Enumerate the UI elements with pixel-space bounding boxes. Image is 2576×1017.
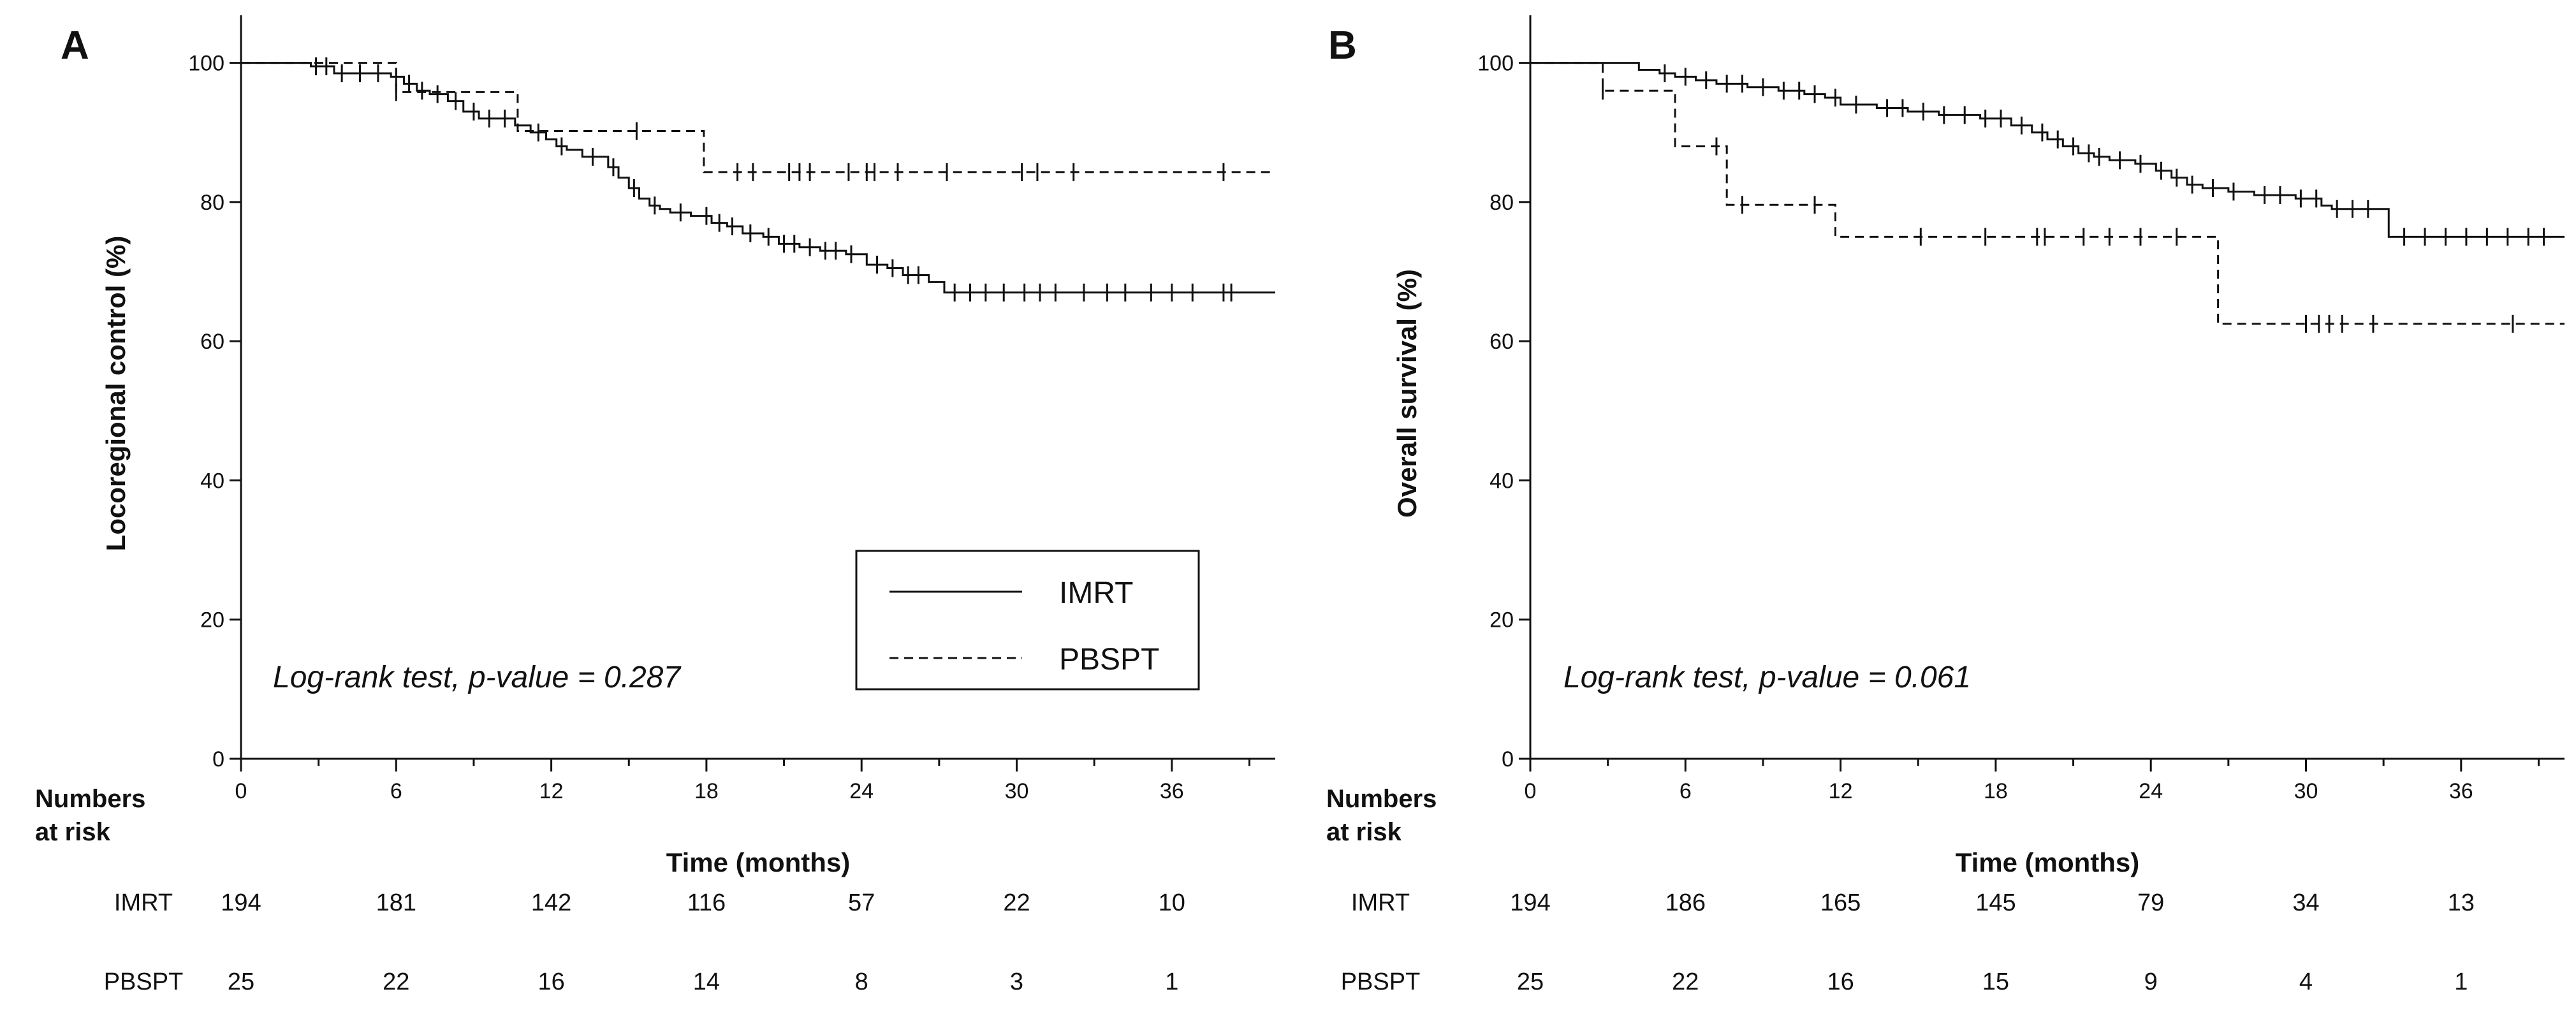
risk-value: 9 <box>2144 969 2158 995</box>
panel-label: A <box>61 24 89 68</box>
legend-label-pbspt: PBSPT <box>1059 643 1159 677</box>
risk-value: 16 <box>1827 969 1854 995</box>
risk-value: 1 <box>1165 969 1178 995</box>
y-axis-title: Overall survival (%) <box>1392 269 1422 518</box>
x-axis-title: Time (months) <box>1956 847 2140 877</box>
risk-value: 22 <box>1003 889 1030 916</box>
risk-row-label: PBSPT <box>104 969 184 995</box>
risk-row-label: IMRT <box>114 889 173 916</box>
y-axis-title: Locoregional control (%) <box>101 236 131 552</box>
y-tick-label: 40 <box>1489 469 1514 493</box>
risk-value: 34 <box>2292 889 2319 916</box>
y-tick-label: 60 <box>1489 330 1514 354</box>
risk-value: 3 <box>1010 969 1023 995</box>
y-tick-label: 0 <box>1502 747 1514 772</box>
km-curve-pbspt <box>241 62 1275 173</box>
y-tick-label: 80 <box>200 191 224 215</box>
risk-row-label: IMRT <box>1351 889 1410 916</box>
panel-label: B <box>1328 24 1357 68</box>
y-tick-label: 100 <box>1477 52 1514 76</box>
risk-value: 57 <box>848 889 875 916</box>
risk-value: 194 <box>221 889 261 916</box>
risk-value: 142 <box>531 889 571 916</box>
x-axis-title: Time (months) <box>666 847 851 877</box>
x-tick-label: 12 <box>539 779 564 803</box>
x-tick-label: 36 <box>1160 779 1184 803</box>
risk-value: 4 <box>2299 969 2313 995</box>
km-curve-imrt <box>1530 62 2565 238</box>
risk-row-label: PBSPT <box>1341 969 1421 995</box>
y-tick-label: 100 <box>188 52 224 76</box>
risk-value: 15 <box>1982 969 2009 995</box>
log-rank-annotation: Log-rank test, p-value = 0.287 <box>273 661 682 694</box>
log-rank-annotation: Log-rank test, p-value = 0.061 <box>1563 661 1971 694</box>
y-tick-label: 60 <box>200 330 224 354</box>
risk-value: 116 <box>687 889 726 916</box>
y-tick-label: 80 <box>1489 191 1514 215</box>
risk-value: 22 <box>1672 969 1699 995</box>
y-tick-label: 40 <box>200 469 224 493</box>
numbers-at-risk-title: at risk <box>1326 818 1402 846</box>
risk-value: 16 <box>538 969 564 995</box>
risk-value: 186 <box>1665 889 1706 916</box>
risk-value: 14 <box>693 969 720 995</box>
x-tick-label: 6 <box>1680 779 1692 803</box>
x-tick-label: 30 <box>1005 779 1029 803</box>
risk-value: 22 <box>383 969 409 995</box>
y-tick-label: 20 <box>1489 608 1514 633</box>
legend: IMRT PBSPT <box>855 550 1200 691</box>
x-tick-label: 24 <box>849 779 874 803</box>
risk-value: 1 <box>2454 969 2468 995</box>
x-tick-label: 12 <box>1829 779 1853 803</box>
x-tick-label: 18 <box>1984 779 2008 803</box>
numbers-at-risk-title: Numbers <box>35 785 145 813</box>
risk-value: 8 <box>855 969 868 995</box>
risk-value: 25 <box>228 969 254 995</box>
x-tick-label: 18 <box>694 779 719 803</box>
km-curve-pbspt <box>1530 62 2565 325</box>
risk-value: 13 <box>2448 889 2475 916</box>
risk-value: 194 <box>1510 889 1550 916</box>
x-tick-label: 24 <box>2139 779 2163 803</box>
legend-label-imrt: IMRT <box>1059 576 1133 610</box>
panel-b: B 0 20 40 60 80 100 0 6 12 18 24 30 36 Time (months) Ov… <box>1326 15 2565 995</box>
x-tick-label: 0 <box>1525 779 1537 803</box>
y-tick-label: 0 <box>212 747 224 772</box>
risk-value: 165 <box>1820 889 1861 916</box>
numbers-at-risk-title: Numbers <box>1326 785 1437 813</box>
numbers-at-risk-title: at risk <box>35 818 111 846</box>
risk-value: 10 <box>1159 889 1185 916</box>
risk-value: 145 <box>1975 889 2016 916</box>
risk-value: 25 <box>1517 969 1544 995</box>
risk-value: 181 <box>376 889 416 916</box>
x-tick-label: 36 <box>2449 779 2473 803</box>
legend-box <box>855 550 1200 691</box>
y-tick-label: 20 <box>200 608 224 633</box>
x-tick-label: 6 <box>390 779 402 803</box>
x-tick-label: 30 <box>2294 779 2318 803</box>
x-tick-label: 0 <box>235 779 247 803</box>
risk-value: 79 <box>2137 889 2164 916</box>
